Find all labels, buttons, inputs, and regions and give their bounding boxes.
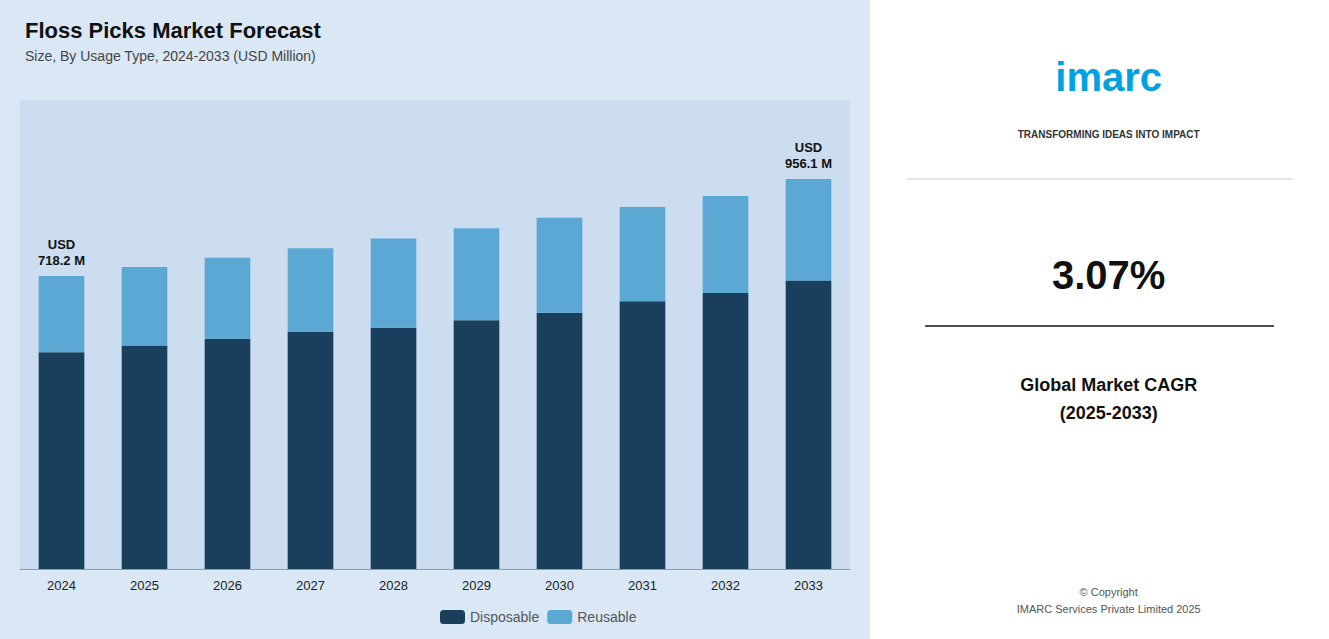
svg-text:Global Market CAGR: Global Market CAGR: [1020, 375, 1197, 395]
svg-text:2030: 2030: [545, 578, 574, 593]
svg-text:2027: 2027: [296, 578, 325, 593]
svg-text:2028: 2028: [379, 578, 408, 593]
svg-text:(2025-2033): (2025-2033): [1060, 403, 1158, 423]
svg-text:TRANSFORMING IDEAS INTO IMPACT: TRANSFORMING IDEAS INTO IMPACT: [1018, 129, 1200, 140]
svg-text:2025: 2025: [130, 578, 159, 593]
svg-text:USD: USD: [48, 237, 75, 252]
svg-text:IMARC Services Private Limited: IMARC Services Private Limited 2025: [1017, 603, 1201, 615]
svg-text:3.07%: 3.07%: [1052, 253, 1165, 297]
svg-text:Size, By Usage Type, 2024-2033: Size, By Usage Type, 2024-2033 (USD Mill…: [25, 48, 316, 64]
svg-text:2029: 2029: [462, 578, 491, 593]
svg-text:2032: 2032: [711, 578, 740, 593]
svg-text:2033: 2033: [794, 578, 823, 593]
svg-text:956.1 M: 956.1 M: [785, 156, 832, 171]
svg-text:Floss Picks Market Forecast: Floss Picks Market Forecast: [25, 18, 322, 43]
svg-text:2024: 2024: [47, 578, 76, 593]
svg-text:imarc: imarc: [1055, 55, 1162, 99]
svg-text:718.2 M: 718.2 M: [38, 253, 85, 268]
svg-text:2026: 2026: [213, 578, 242, 593]
svg-text:USD: USD: [795, 140, 822, 155]
svg-text:Disposable: Disposable: [470, 609, 539, 625]
svg-text:2031: 2031: [628, 578, 657, 593]
svg-text:Reusable: Reusable: [577, 609, 636, 625]
svg-text:© Copyright: © Copyright: [1080, 586, 1138, 598]
